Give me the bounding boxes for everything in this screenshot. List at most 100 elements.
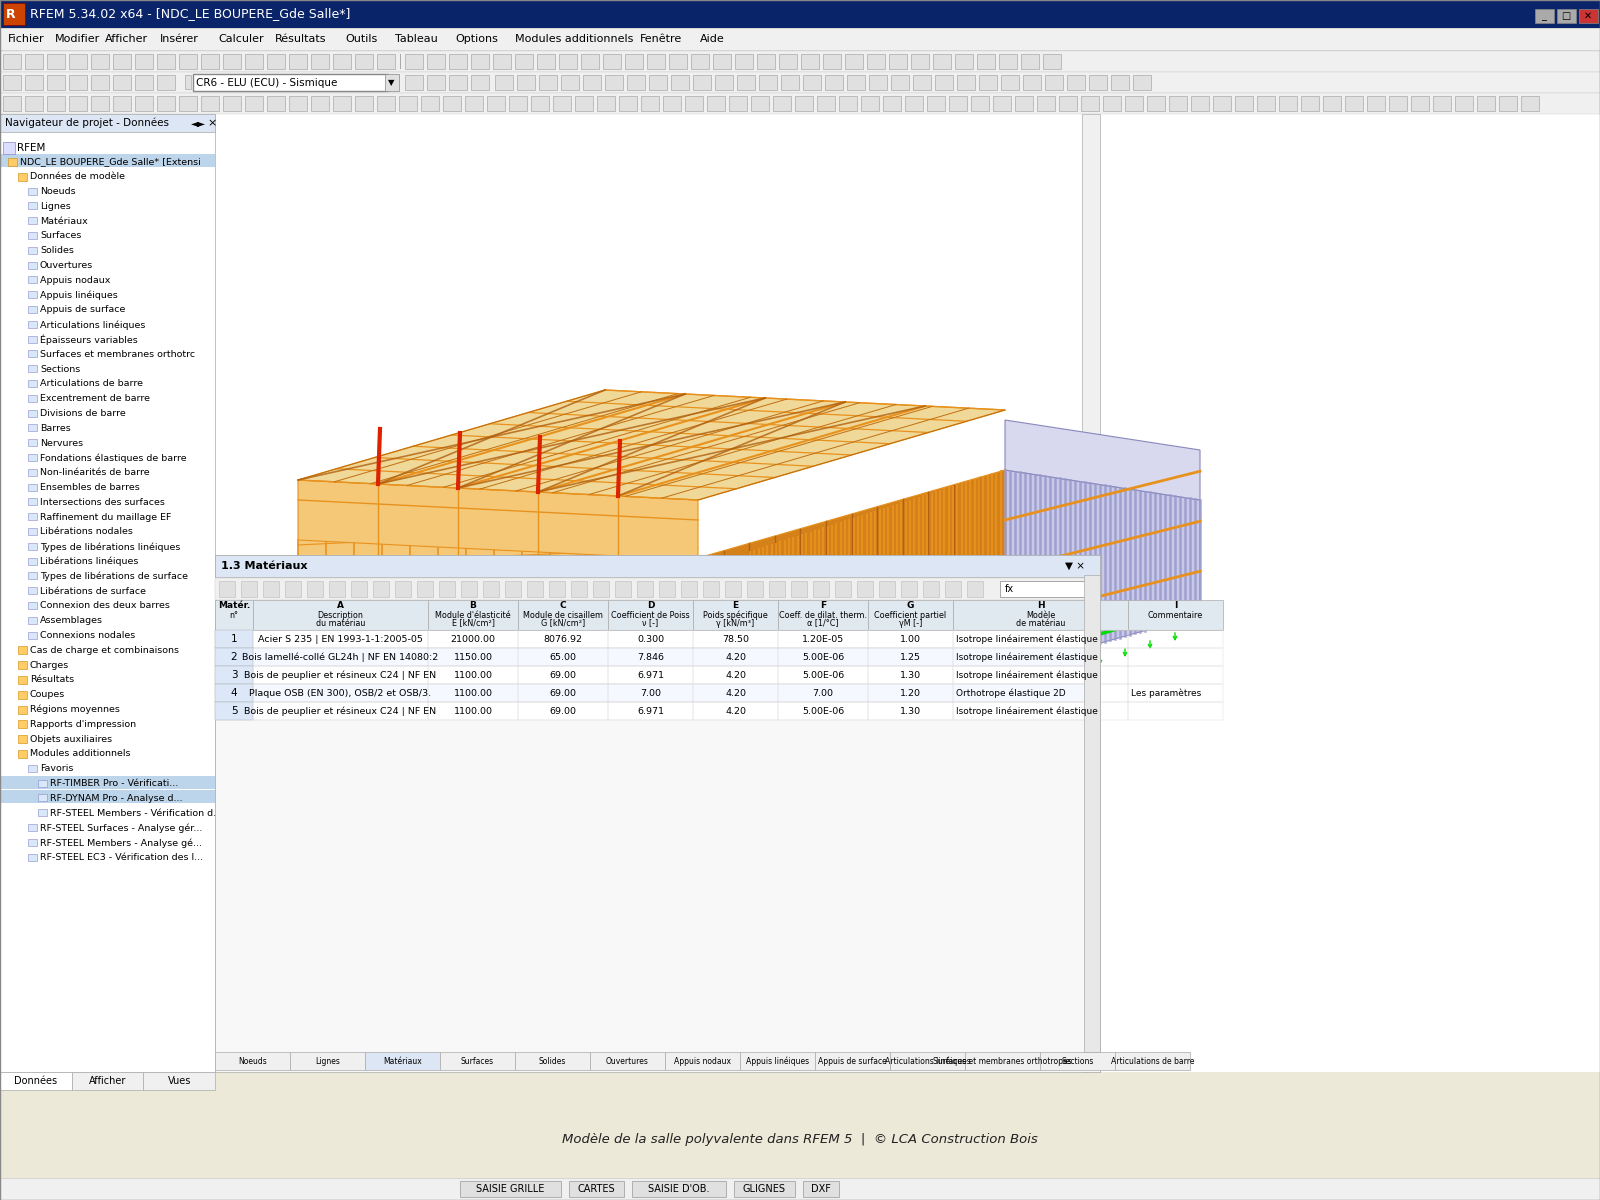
Bar: [29, 365, 37, 372]
Bar: [568, 1181, 624, 1198]
Bar: [214, 702, 253, 720]
Bar: [538, 54, 555, 68]
Bar: [262, 581, 278, 596]
Text: ✕: ✕: [1584, 11, 1592, 20]
Bar: [1534, 8, 1554, 23]
Text: Ouvertures: Ouvertures: [606, 1056, 650, 1066]
Bar: [1366, 96, 1386, 110]
Bar: [214, 666, 253, 684]
Bar: [46, 96, 66, 110]
Text: RF-STEEL Members - Analyse gé...: RF-STEEL Members - Analyse gé...: [40, 838, 202, 847]
Bar: [822, 54, 842, 68]
Bar: [608, 666, 693, 684]
Bar: [867, 600, 954, 630]
Text: Raffinement du maillage EF: Raffinement du maillage EF: [40, 512, 171, 522]
Bar: [29, 631, 37, 638]
Bar: [1557, 8, 1576, 23]
Bar: [603, 54, 621, 68]
Text: R: R: [6, 7, 16, 20]
Bar: [330, 581, 346, 596]
Bar: [608, 600, 693, 630]
Bar: [739, 1052, 814, 1070]
Text: 5.00E-06: 5.00E-06: [802, 707, 845, 715]
Text: Coeff. de dilat. therm.: Coeff. de dilat. therm.: [779, 611, 867, 619]
Bar: [835, 581, 851, 596]
Bar: [738, 74, 755, 90]
Bar: [29, 572, 37, 580]
Text: Fichier: Fichier: [8, 34, 45, 44]
Bar: [29, 542, 37, 550]
Bar: [813, 581, 829, 596]
Polygon shape: [1005, 470, 1200, 670]
Text: 65.00: 65.00: [549, 653, 576, 661]
Bar: [914, 74, 931, 90]
Bar: [46, 54, 66, 68]
Bar: [429, 684, 518, 702]
Bar: [518, 648, 608, 666]
Text: Navigateur de projet - Données: Navigateur de projet - Données: [5, 118, 170, 128]
Text: Outils: Outils: [346, 34, 378, 44]
Text: ▼: ▼: [387, 78, 395, 88]
Bar: [1067, 74, 1085, 90]
Text: Articulations de barre: Articulations de barre: [1110, 1056, 1194, 1066]
Text: Barres: Barres: [40, 424, 70, 433]
Bar: [790, 581, 806, 596]
Bar: [242, 581, 258, 596]
Bar: [883, 96, 901, 110]
Bar: [1301, 96, 1318, 110]
Text: Types de libérations linéiques: Types de libérations linéiques: [40, 542, 181, 552]
Bar: [38, 794, 46, 802]
Text: Bois de peuplier et résineux C24 | NF EN: Bois de peuplier et résineux C24 | NF EN: [245, 671, 437, 679]
Bar: [955, 54, 973, 68]
Bar: [861, 96, 878, 110]
Bar: [890, 54, 907, 68]
Bar: [1579, 8, 1598, 23]
Text: 69.00: 69.00: [549, 671, 576, 679]
Bar: [0, 791, 214, 804]
Bar: [333, 54, 350, 68]
Text: 21000.00: 21000.00: [451, 635, 496, 643]
Bar: [1133, 74, 1150, 90]
Bar: [29, 528, 37, 535]
Bar: [0, 154, 214, 167]
Bar: [29, 469, 37, 475]
Bar: [571, 581, 587, 596]
Bar: [642, 96, 659, 110]
Text: Surfaces et membranes orthotrc: Surfaces et membranes orthotrc: [40, 350, 195, 359]
Bar: [1454, 96, 1474, 110]
Bar: [517, 74, 534, 90]
Bar: [378, 54, 395, 68]
Bar: [1082, 114, 1101, 1072]
Text: Fenêtre: Fenêtre: [640, 34, 682, 44]
Bar: [29, 587, 37, 594]
Text: Acier S 235 | EN 1993-1-1:2005-05: Acier S 235 | EN 1993-1-1:2005-05: [258, 635, 422, 643]
Bar: [734, 54, 754, 68]
Bar: [29, 514, 37, 521]
Bar: [845, 54, 862, 68]
Bar: [443, 96, 461, 110]
Bar: [802, 54, 819, 68]
Bar: [214, 554, 1101, 577]
Bar: [450, 54, 467, 68]
Bar: [1170, 96, 1187, 110]
Bar: [965, 1052, 1040, 1070]
Bar: [659, 581, 675, 596]
Text: 1100.00: 1100.00: [453, 707, 493, 715]
Bar: [1014, 96, 1034, 110]
Bar: [581, 54, 598, 68]
Text: Orthotrope élastique 2D: Orthotrope élastique 2D: [957, 689, 1066, 697]
Bar: [461, 1181, 560, 1198]
Text: Épaisseurs variables: Épaisseurs variables: [40, 335, 138, 344]
Bar: [214, 684, 253, 702]
Bar: [890, 1052, 965, 1070]
Bar: [29, 764, 37, 772]
Bar: [949, 96, 966, 110]
Bar: [398, 96, 418, 110]
Text: Calculer: Calculer: [218, 34, 264, 44]
Bar: [405, 74, 422, 90]
Bar: [214, 578, 1101, 600]
Bar: [0, 72, 1600, 92]
Bar: [333, 96, 350, 110]
Bar: [518, 666, 608, 684]
Bar: [646, 54, 666, 68]
